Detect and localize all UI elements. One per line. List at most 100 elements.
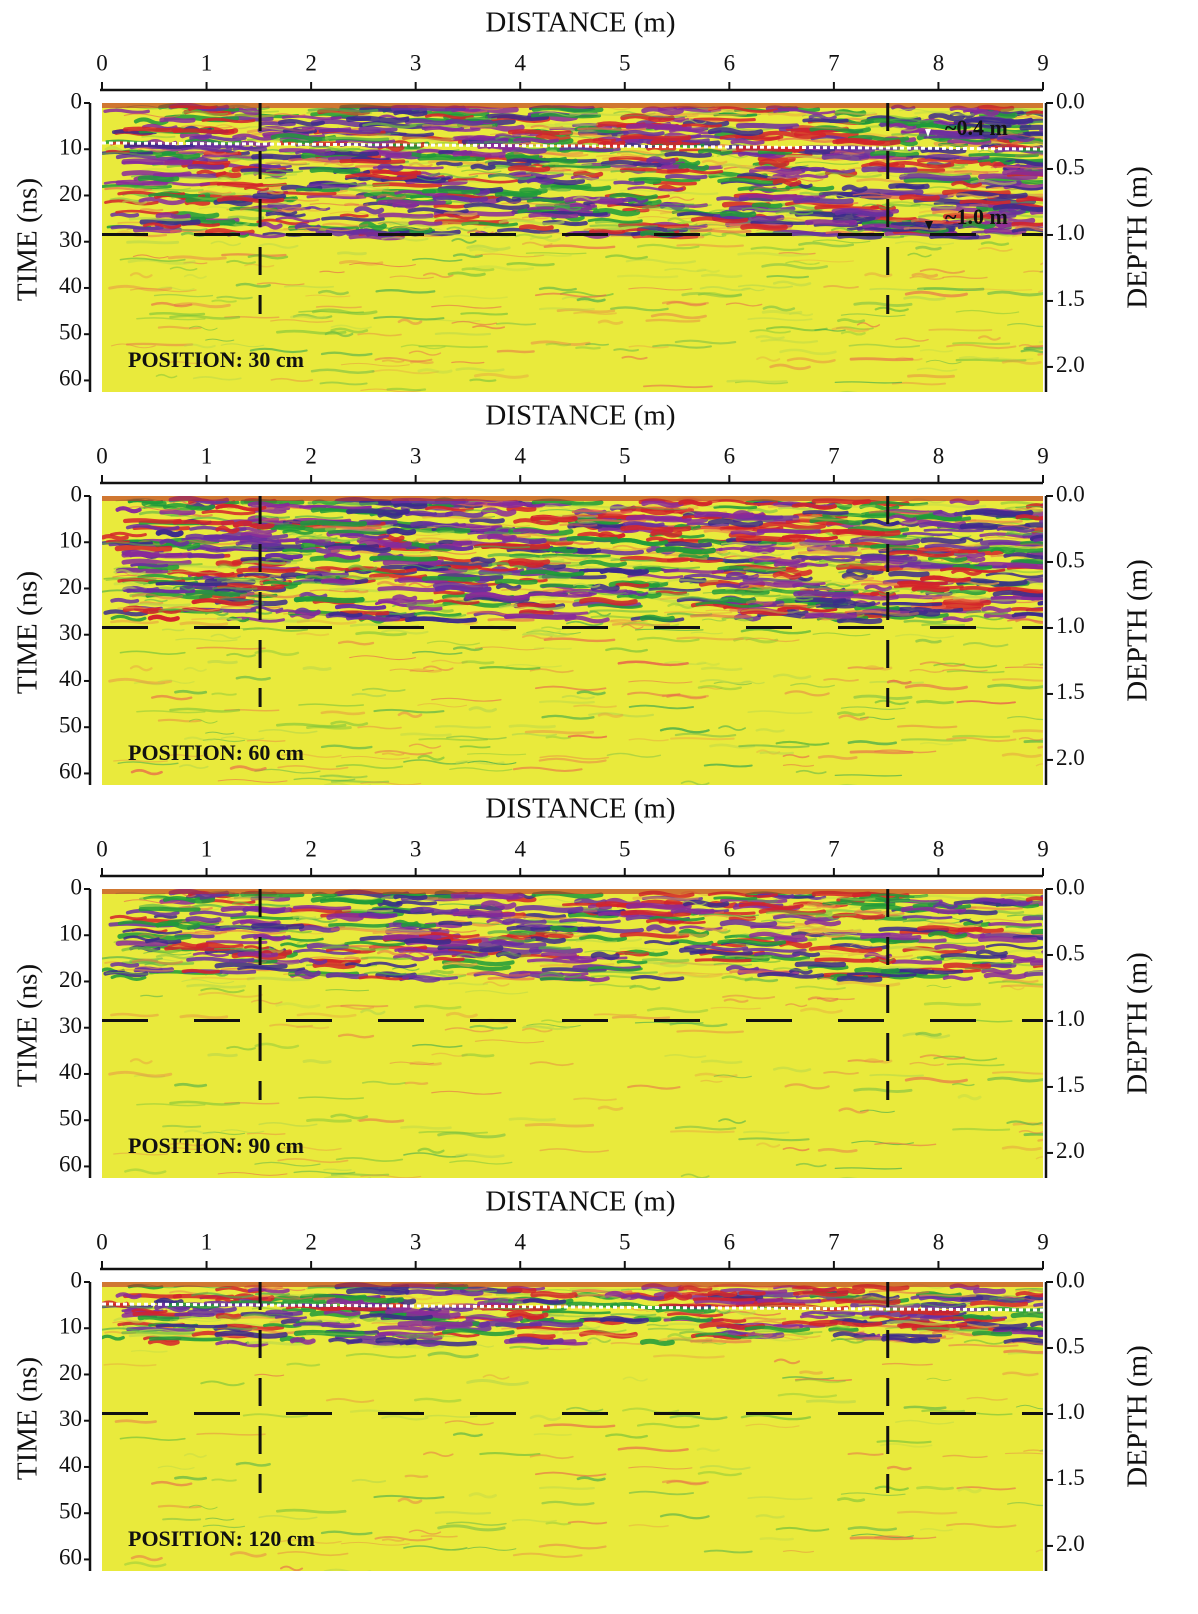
texture-stroke xyxy=(1022,127,1088,128)
texture-stroke xyxy=(150,1341,178,1344)
texture-stroke xyxy=(804,512,847,513)
texture-stroke xyxy=(953,736,1009,737)
y-tick-label: 0 xyxy=(71,874,83,899)
texture-stroke xyxy=(922,1410,964,1411)
y-tick-label: 30 xyxy=(59,227,82,252)
texture-stroke xyxy=(374,172,419,174)
texture-stroke xyxy=(163,1519,200,1520)
x-tick-label: 2 xyxy=(305,443,317,468)
texture-stroke xyxy=(991,1298,1023,1300)
texture-stroke xyxy=(453,895,516,897)
texture-stroke xyxy=(925,530,983,531)
texture-stroke xyxy=(485,532,519,533)
texture-stroke xyxy=(591,225,657,226)
texture-stroke xyxy=(908,376,953,377)
texture-stroke xyxy=(183,970,218,972)
texture-stroke xyxy=(893,961,940,962)
y-tick-label: 50 xyxy=(59,1105,82,1130)
texture-stroke xyxy=(295,907,350,909)
y2-axis-title: DEPTH (m) xyxy=(1122,952,1154,1095)
y2-tick-label: 2.0 xyxy=(1056,1138,1085,1163)
texture-stroke xyxy=(510,726,554,727)
texture-stroke xyxy=(321,130,379,132)
texture-stroke xyxy=(807,615,854,616)
texture-stroke xyxy=(692,231,751,232)
y2-tick-label: 2.0 xyxy=(1056,745,1085,770)
texture-stroke xyxy=(569,1304,616,1305)
x-tick-label: 1 xyxy=(201,836,213,861)
texture-stroke xyxy=(1043,535,1107,538)
texture-stroke xyxy=(435,592,463,593)
texture-stroke xyxy=(673,910,712,913)
texture-stroke xyxy=(872,153,917,155)
texture-stroke xyxy=(961,588,1009,590)
texture-stroke xyxy=(314,527,380,528)
texture-stroke xyxy=(276,1317,306,1319)
x-tick-label: 7 xyxy=(828,1229,840,1254)
texture-stroke xyxy=(398,902,436,904)
texture-stroke xyxy=(337,606,384,608)
x-tick-label: 7 xyxy=(828,443,840,468)
texture-stroke xyxy=(1041,520,1087,524)
texture-stroke xyxy=(229,217,263,219)
texture-stroke xyxy=(511,1339,561,1342)
texture-stroke xyxy=(509,508,534,509)
texture-stroke xyxy=(739,125,797,126)
texture-stroke xyxy=(142,136,174,137)
texture-stroke xyxy=(1005,172,1049,174)
texture-stroke xyxy=(838,392,878,394)
texture-stroke xyxy=(761,1538,793,1539)
x-tick-label: 1 xyxy=(201,1229,213,1254)
texture-stroke xyxy=(902,197,938,199)
texture-stroke xyxy=(779,508,812,509)
texture-stroke xyxy=(694,1299,754,1300)
texture-stroke xyxy=(240,954,277,956)
y-tick-label: 30 xyxy=(59,1013,82,1038)
texture-stroke xyxy=(103,536,127,538)
x-tick-label: 3 xyxy=(410,443,422,468)
texture-stroke xyxy=(255,195,284,197)
texture-stroke xyxy=(722,213,753,215)
texture-stroke xyxy=(455,913,514,915)
texture-stroke xyxy=(804,120,847,121)
texture-stroke xyxy=(141,209,162,210)
texture-stroke xyxy=(965,1316,988,1317)
texture-stroke xyxy=(380,166,401,169)
texture-stroke xyxy=(284,550,315,551)
texture-stroke xyxy=(175,130,233,131)
texture-stroke xyxy=(870,1075,923,1076)
texture-stroke xyxy=(463,662,493,663)
texture-stroke xyxy=(548,928,575,930)
texture-stroke xyxy=(308,1120,351,1121)
texture-stroke xyxy=(472,519,503,521)
texture-stroke xyxy=(807,222,854,223)
texture-stroke xyxy=(475,136,498,137)
texture-stroke xyxy=(112,600,137,602)
x-tick-label: 9 xyxy=(1037,1229,1049,1254)
texture-stroke xyxy=(816,959,877,961)
texture-stroke xyxy=(801,564,826,566)
y-tick-label: 50 xyxy=(59,1498,82,1523)
texture-stroke xyxy=(942,955,1005,957)
y-tick-label: 40 xyxy=(59,1452,82,1477)
texture-stroke xyxy=(380,215,432,217)
x-tick-label: 9 xyxy=(1037,836,1049,861)
texture-stroke xyxy=(556,124,598,125)
y-tick-label: 40 xyxy=(59,273,82,298)
texture-stroke xyxy=(267,1312,300,1314)
y2-axis-title: DEPTH (m) xyxy=(1122,559,1154,702)
texture-stroke xyxy=(904,917,951,919)
texture-stroke xyxy=(517,908,581,911)
texture-stroke xyxy=(163,1126,200,1127)
texture-stroke xyxy=(836,392,877,394)
texture-stroke xyxy=(713,1320,745,1321)
texture-stroke xyxy=(919,927,980,930)
x-tick-label: 6 xyxy=(724,443,736,468)
texture-stroke xyxy=(410,222,440,224)
texture-stroke xyxy=(379,588,443,590)
texture-stroke xyxy=(254,926,302,927)
y2-tick-label: 1.0 xyxy=(1056,1399,1085,1424)
texture-stroke xyxy=(506,616,574,617)
y-tick-label: 30 xyxy=(59,620,82,645)
